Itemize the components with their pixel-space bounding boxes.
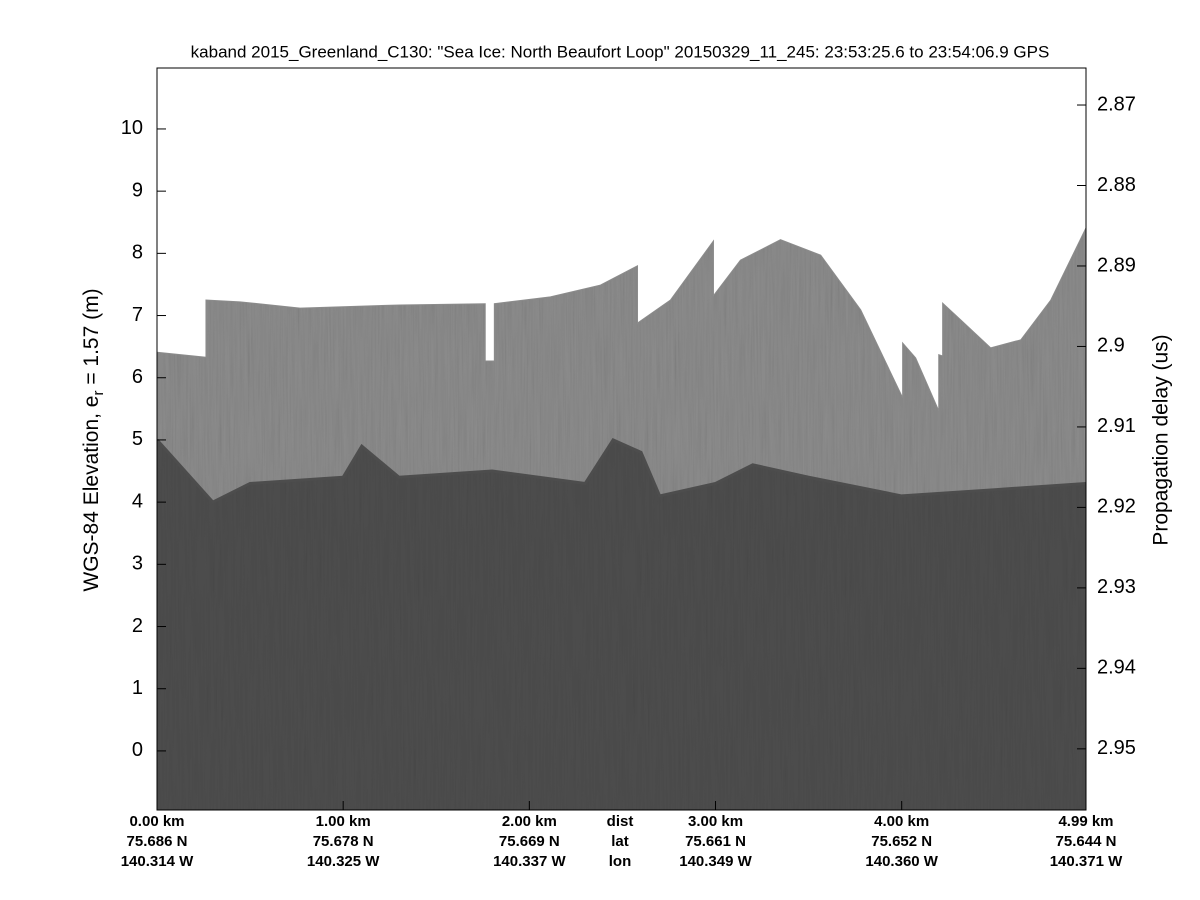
- y-tick-label: 1: [132, 677, 143, 699]
- y-label-main: WGS-84 Elevation, e: [80, 396, 103, 592]
- y2-tick-label: 2.9: [1097, 335, 1125, 357]
- x-tick-label: 1.00 km: [316, 813, 371, 830]
- y2-tick-label: 2.88: [1097, 174, 1136, 196]
- y2-tick-label: 2.91: [1097, 415, 1136, 437]
- y2-tick-label: 2.92: [1097, 496, 1136, 518]
- lat-label: 75.644 N: [1056, 833, 1117, 850]
- y-tick-label: 4: [132, 490, 143, 512]
- y-tick-label: 9: [132, 179, 143, 201]
- plot-area: [157, 68, 1086, 810]
- x-tick-label: 3.00 km: [688, 813, 743, 830]
- lat-label: 75.669 N: [499, 833, 560, 850]
- y2-tick-label: 2.87: [1097, 93, 1136, 115]
- lat-label: 75.686 N: [127, 833, 188, 850]
- y-tick-label: 2: [132, 615, 143, 637]
- chart-title: kaband 2015_Greenland_C130: "Sea Ice: No…: [191, 42, 1050, 61]
- y2-tick-label: 2.94: [1097, 657, 1136, 679]
- y-tick-label: 7: [132, 304, 143, 326]
- y2-tick-label: 2.95: [1097, 737, 1136, 759]
- row-label: lat: [611, 833, 629, 850]
- axes-frame: [156, 67, 1087, 811]
- axes: 0 1 2 3 4 5 6 7 8 9 10 2.87 2.88 2.89 2.9 2.91 2.92 2.93 2…: [121, 67, 1136, 870]
- y-label-sub: r: [90, 391, 107, 396]
- lat-label: 75.678 N: [313, 833, 374, 850]
- y-axis-label: WGS-84 Elevation, er = 1.57 (m): [80, 288, 107, 591]
- x-tick-label: 4.99 km: [1058, 813, 1113, 830]
- lon-label: 140.314 W: [121, 853, 194, 870]
- y2-tick-label: 2.93: [1097, 576, 1136, 598]
- y-label-rest: = 1.57 (m): [80, 288, 103, 390]
- x-tick-label: 0.00 km: [129, 813, 184, 830]
- lon-label: 140.325 W: [307, 853, 380, 870]
- y-tick-label: 6: [132, 366, 143, 388]
- lat-label: 75.661 N: [685, 833, 746, 850]
- y-tick-label: 3: [132, 553, 143, 575]
- y-tick-label: 0: [132, 739, 143, 761]
- echo-boundary: [157, 227, 1086, 411]
- y-tick-label: 10: [121, 117, 143, 139]
- row-label: lon: [609, 853, 632, 870]
- lon-label: 140.337 W: [493, 853, 566, 870]
- echo-texture: [157, 439, 1086, 810]
- y-tick-label: 8: [132, 242, 143, 264]
- x-tick-label: 4.00 km: [874, 813, 929, 830]
- x-tick-label: 2.00 km: [502, 813, 557, 830]
- lon-label: 140.349 W: [679, 853, 752, 870]
- echo-boundary: [157, 438, 1086, 504]
- lon-label: 140.371 W: [1050, 853, 1123, 870]
- y2-tick-label: 2.89: [1097, 254, 1136, 276]
- lon-label: 140.360 W: [865, 853, 938, 870]
- lat-label: 75.652 N: [871, 833, 932, 850]
- y-tick-label: 5: [132, 428, 143, 450]
- y2-axis-label: Propagation delay (us): [1150, 334, 1173, 545]
- row-label: dist: [607, 813, 634, 830]
